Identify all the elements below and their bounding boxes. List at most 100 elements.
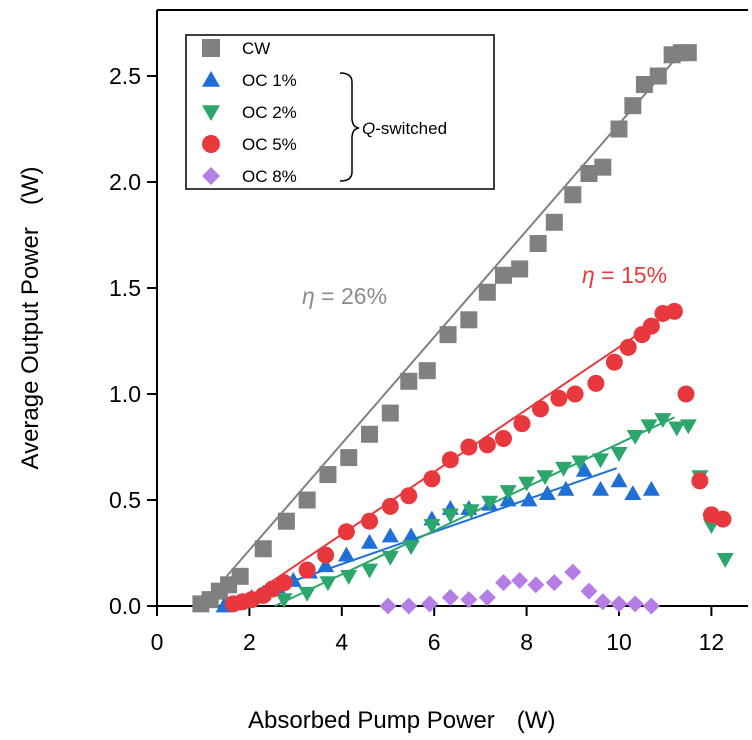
y-axis-title: Average Output Power(W) [17,166,44,469]
data-point-series-0 [649,67,667,85]
data-point-series-0 [298,491,316,509]
data-point-series-3 [677,385,695,403]
data-point-series-4 [400,597,418,615]
data-point-series-2 [610,446,628,462]
data-point-series-3 [381,497,399,515]
data-point-series-4 [495,574,512,592]
data-point-series-3 [460,438,478,456]
data-point-series-2 [481,495,499,511]
data-point-series-4 [478,589,496,607]
data-point-series-0 [319,466,337,484]
data-point-series-2 [626,430,644,445]
legend-label: CW [242,39,270,58]
data-point-series-1 [642,480,660,496]
data-point-series-0 [635,75,653,93]
x-tick-label: 4 [335,629,348,655]
data-point-series-4 [441,589,459,607]
data-point-series-1 [402,527,420,543]
data-point-series-3 [642,317,660,335]
data-point-series-2 [571,455,589,471]
data-point-series-2 [499,485,517,501]
data-point-series-3 [605,353,623,371]
y-tick-label: 0.5 [109,487,141,513]
legend-marker [202,105,220,121]
data-point-series-4 [379,597,397,615]
data-point-series-0 [460,311,478,329]
data-point-series-1 [592,480,610,496]
data-point-series-4 [610,595,628,613]
data-point-series-0 [679,44,697,62]
x-tick-label: 12 [699,629,725,655]
data-point-series-1 [381,527,399,543]
data-point-series-0 [624,97,642,115]
data-point-series-3 [337,523,355,541]
data-point-series-1 [557,480,575,496]
data-point-series-0 [361,425,379,443]
data-point-series-2 [716,552,734,568]
data-point-series-3 [441,451,459,469]
data-point-series-3 [400,487,418,505]
legend-label: OC 5% [242,135,297,154]
y-tick-label: 1.0 [109,381,141,407]
data-point-series-4 [594,593,612,611]
y-tick-label: 1.5 [109,275,141,301]
data-point-series-1 [624,485,642,501]
legend-marker [202,167,220,185]
data-point-series-4 [421,595,439,613]
data-point-series-0 [511,260,529,278]
data-point-series-0 [478,283,496,301]
legend-items: CW OC 1% OC 2% OC 5% OC 8% [202,39,297,186]
legend-marker [202,71,220,87]
data-point-series-0 [564,186,582,204]
data-point-series-2 [441,508,459,524]
data-point-series-0 [254,540,272,558]
data-point-series-1 [317,557,335,573]
data-point-series-3 [513,415,531,433]
data-point-series-3 [361,512,379,530]
data-point-series-3 [619,338,637,356]
data-point-series-2 [518,476,536,492]
data-point-series-2 [462,504,480,520]
data-point-series-4 [511,572,529,590]
data-point-series-3 [495,430,512,448]
data-point-series-4 [527,576,545,594]
data-point-series-1 [538,485,556,501]
data-point-series-0 [277,512,295,530]
oc5-efficiency-label: η = 15% [582,262,667,288]
data-point-series-0 [610,120,628,138]
data-point-series-4 [545,574,563,592]
legend-bracket [339,72,360,182]
x-tick-label: 0 [151,629,164,655]
q-switched-label: Q-switched [362,119,447,138]
y-tick-label: 2.5 [109,63,141,89]
x-tick-label: 8 [520,629,533,655]
data-point-series-2 [555,461,573,477]
legend-label: OC 1% [242,71,297,90]
data-point-series-2 [402,540,420,556]
data-point-series-0 [529,234,547,252]
legend-marker [202,135,220,153]
legend-label: OC 2% [242,103,297,122]
data-point-series-1 [361,533,379,549]
data-point-series-3 [531,400,549,418]
data-point-series-2 [319,576,337,592]
data-point-series-3 [566,385,584,403]
x-tick-label: 10 [606,629,632,655]
data-point-series-0 [495,266,512,284]
x-tick-label: 6 [428,629,441,655]
data-point-series-2 [275,593,293,609]
data-point-series-2 [340,569,358,585]
y-tick-label: 2.0 [109,169,141,195]
data-point-series-2 [592,453,610,469]
data-point-series-2 [679,419,697,435]
legend-marker [202,39,220,57]
data-point-series-2 [536,470,554,486]
data-point-series-4 [580,582,598,600]
data-points [192,44,734,615]
data-point-series-2 [654,413,672,428]
legend-box [185,34,495,190]
data-point-series-3 [478,436,496,454]
y-tick-label: 0.0 [109,593,141,619]
data-point-series-3 [298,561,316,579]
